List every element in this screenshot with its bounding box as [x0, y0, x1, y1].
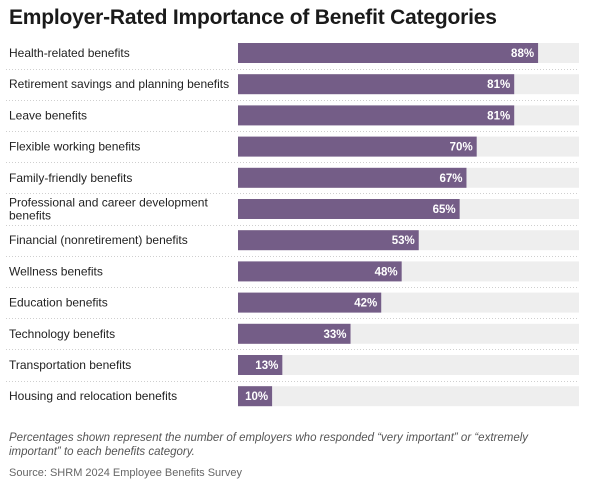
bar — [238, 167, 467, 188]
category-label: Health-related benefits — [9, 46, 130, 60]
chart-footnote: Percentages shown represent the number o… — [9, 432, 529, 458]
bar — [238, 105, 515, 126]
bar — [238, 230, 419, 251]
bar-value-label: 42% — [354, 298, 377, 310]
bar-track — [238, 355, 579, 375]
bar-value-label: 81% — [487, 79, 510, 91]
bar — [238, 355, 283, 375]
category-label: Transportation benefits — [9, 358, 131, 372]
bar-value-label: 13% — [255, 360, 278, 372]
category-label: Housing and relocation benefits — [9, 389, 177, 403]
bar — [238, 136, 477, 157]
category-label: Wellness benefits — [9, 264, 103, 278]
category-label: Financial (nonretirement) benefits — [9, 233, 188, 247]
chart-title: Employer-Rated Importance of Benefit Cat… — [9, 6, 497, 29]
bar — [238, 292, 382, 313]
category-label: Technology benefits — [9, 327, 115, 341]
category-label: Retirement savings and planning benefits — [9, 77, 229, 91]
chart-source: Source: SHRM 2024 Employee Benefits Surv… — [9, 467, 242, 479]
category-label: Education benefits — [9, 296, 108, 310]
bar-value-label: 65% — [433, 204, 456, 216]
bar-value-label: 10% — [245, 391, 268, 403]
bar-chart: 88% Health-related benefits 81% Retirement … — [6, 43, 579, 407]
bar-track — [238, 386, 579, 407]
category-label: Leave benefits — [9, 108, 87, 122]
bar — [238, 199, 460, 219]
bar-value-label: 88% — [511, 48, 534, 60]
bar — [238, 74, 515, 95]
bar — [238, 261, 402, 282]
bar-value-label: 67% — [439, 173, 462, 185]
bar-value-label: 33% — [323, 329, 346, 341]
category-label: Flexible working benefits — [9, 140, 140, 154]
bar-value-label: 53% — [392, 235, 415, 247]
category-label: Professional and career development benef… — [9, 196, 208, 223]
category-label: Family-friendly benefits — [9, 171, 132, 185]
bar — [238, 386, 273, 407]
bar — [238, 323, 351, 344]
bar-value-label: 70% — [450, 142, 473, 154]
bar-value-label: 81% — [487, 110, 510, 122]
bar-value-label: 48% — [375, 266, 398, 278]
bar — [238, 43, 539, 63]
